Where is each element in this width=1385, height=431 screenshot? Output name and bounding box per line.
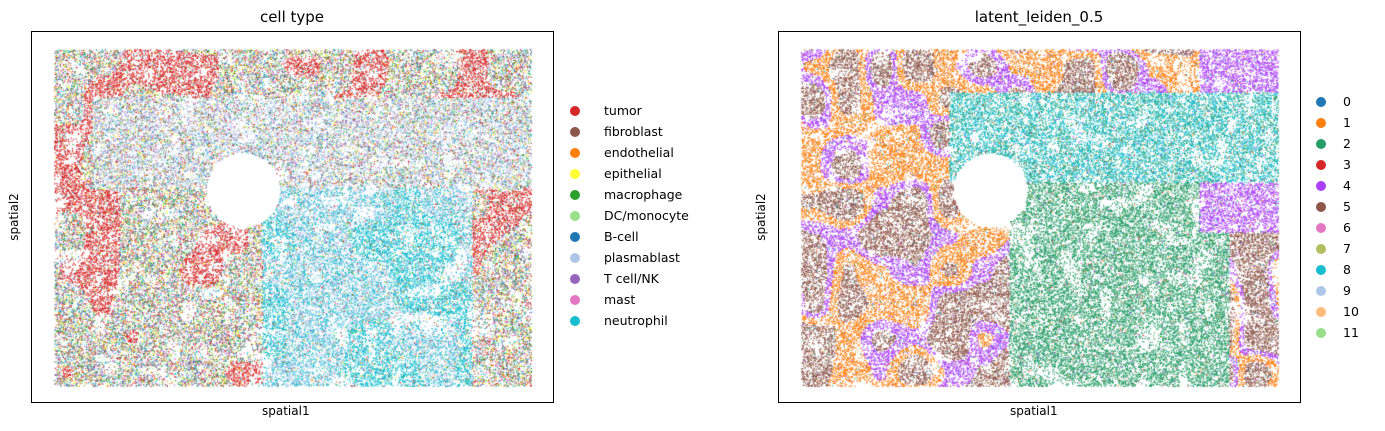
legend-item: endothelial: [570, 142, 674, 163]
scatter-points: [32, 32, 553, 402]
plot-area: [31, 31, 554, 403]
legend-swatch: [570, 189, 580, 200]
legend-label: mast: [604, 292, 636, 307]
legend-label: plasmablast: [604, 250, 680, 265]
legend-swatch: [570, 273, 580, 284]
legend-swatch: [570, 105, 580, 116]
legend-swatch: [570, 126, 580, 137]
legend-label: 6: [1343, 220, 1351, 235]
legend-swatch: [1316, 117, 1326, 128]
legend-swatch: [570, 147, 580, 158]
legend-item: 0: [1316, 91, 1351, 112]
legend-swatch: [1316, 306, 1326, 317]
legend-item: macrophage: [570, 184, 682, 205]
legend-item: tumor: [570, 100, 642, 121]
legend-label: fibroblast: [604, 124, 663, 139]
legend-label: tumor: [604, 103, 642, 118]
legend-swatch: [1316, 201, 1326, 212]
legend-label: 3: [1343, 157, 1351, 172]
legend-item: 11: [1316, 322, 1359, 343]
legend-swatch: [1316, 264, 1326, 275]
chart-title: latent_leiden_0.5: [974, 8, 1104, 26]
legend-label: neutrophil: [604, 313, 668, 328]
legend-item: 4: [1316, 175, 1351, 196]
legend-swatch: [1316, 138, 1326, 149]
y-axis-label: spatial2: [6, 193, 21, 241]
legend-item: epithelial: [570, 163, 662, 184]
legend-item: fibroblast: [570, 121, 663, 142]
legend-label: 8: [1343, 262, 1351, 277]
legend-swatch: [1316, 243, 1326, 254]
legend-label: DC/monocyte: [604, 208, 689, 223]
legend-item: 7: [1316, 238, 1351, 259]
legend-swatch: [570, 231, 580, 242]
legend-swatch: [570, 252, 580, 263]
legend: tumor fibroblast endothelial epithelial macr…: [570, 100, 730, 340]
legend-item: 8: [1316, 259, 1351, 280]
legend-item: 10: [1316, 301, 1359, 322]
legend-swatch: [570, 168, 580, 179]
legend-label: 11: [1343, 325, 1359, 340]
legend-label: 2: [1343, 136, 1351, 151]
plot-area: [778, 31, 1301, 403]
legend-swatch: [570, 294, 580, 305]
legend-label: 4: [1343, 178, 1351, 193]
legend-item: T cell/NK: [570, 268, 659, 289]
legend-item: plasmablast: [570, 247, 680, 268]
legend-item: 2: [1316, 133, 1351, 154]
legend-swatch: [570, 315, 580, 326]
legend-label: endothelial: [604, 145, 674, 160]
legend-label: 9: [1343, 283, 1351, 298]
legend: 0 1 2 3 4 5 6 7 8 9 10 11: [1316, 91, 1376, 351]
y-axis-label: spatial2: [753, 193, 768, 241]
legend-label: T cell/NK: [604, 271, 659, 286]
legend-label: epithelial: [604, 166, 662, 181]
legend-swatch: [1316, 159, 1326, 170]
legend-label: 10: [1343, 304, 1359, 319]
legend-item: DC/monocyte: [570, 205, 689, 226]
legend-item: B-cell: [570, 226, 639, 247]
legend-swatch: [1316, 285, 1326, 296]
legend-swatch: [1316, 96, 1326, 107]
chart-title: cell type: [259, 8, 325, 26]
x-axis-label: spatial1: [262, 404, 310, 418]
legend-label: 7: [1343, 241, 1351, 256]
legend-label: macrophage: [604, 187, 683, 202]
legend-swatch: [570, 210, 580, 221]
x-axis-label: spatial1: [1010, 404, 1058, 418]
legend-label: B-cell: [604, 229, 639, 244]
legend-label: 1: [1343, 115, 1351, 130]
legend-swatch: [1316, 327, 1326, 338]
legend-swatch: [1316, 222, 1326, 233]
legend-item: 5: [1316, 196, 1351, 217]
legend-item: mast: [570, 289, 635, 310]
legend-swatch: [1316, 180, 1326, 191]
legend-item: neutrophil: [570, 310, 668, 331]
legend-item: 3: [1316, 154, 1351, 175]
legend-item: 1: [1316, 112, 1351, 133]
legend-item: 6: [1316, 217, 1351, 238]
legend-item: 9: [1316, 280, 1351, 301]
legend-label: 5: [1343, 199, 1351, 214]
scatter-points: [779, 32, 1300, 402]
legend-label: 0: [1343, 94, 1351, 109]
